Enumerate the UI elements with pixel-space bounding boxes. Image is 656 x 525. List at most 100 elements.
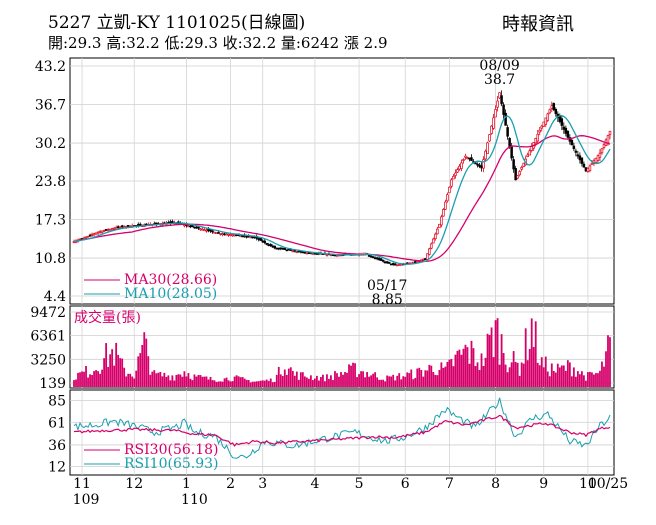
candle-body bbox=[470, 157, 473, 161]
volume-bar bbox=[552, 371, 555, 387]
candle-body bbox=[171, 221, 174, 224]
volume-bar bbox=[589, 371, 591, 387]
volume-bar bbox=[153, 370, 156, 387]
candle-body bbox=[273, 245, 276, 249]
candle-body bbox=[562, 126, 566, 130]
candle-body bbox=[574, 150, 578, 153]
candle-body bbox=[520, 167, 523, 170]
candle-body bbox=[285, 249, 289, 252]
volume-bar bbox=[221, 381, 224, 387]
volume-bar bbox=[440, 362, 443, 387]
rsi-panel-frame bbox=[69, 389, 615, 476]
candle-body bbox=[426, 253, 429, 260]
candle-body bbox=[588, 165, 592, 172]
volume-bar bbox=[398, 373, 401, 387]
volume-bar bbox=[181, 376, 184, 387]
volume-bar bbox=[109, 354, 112, 387]
rsi10-line bbox=[73, 397, 611, 459]
volume-bar bbox=[247, 379, 250, 387]
candle-body bbox=[466, 157, 469, 159]
candle-body bbox=[249, 236, 252, 239]
candle-body bbox=[114, 227, 118, 230]
volume-bar bbox=[494, 320, 497, 387]
volume-bar bbox=[492, 357, 495, 387]
candle-body bbox=[96, 231, 100, 234]
volume-bar bbox=[127, 373, 130, 387]
volume-bar bbox=[554, 372, 557, 387]
volume-bar bbox=[476, 362, 479, 387]
volume-bar bbox=[452, 366, 455, 387]
volume-bar bbox=[366, 372, 368, 387]
volume-bar bbox=[249, 382, 252, 387]
candle-body bbox=[229, 234, 232, 236]
volume-bar bbox=[171, 375, 174, 387]
volume-bar bbox=[514, 361, 517, 387]
volume-bar bbox=[358, 374, 360, 387]
volume-bar bbox=[320, 377, 322, 387]
candle-body bbox=[225, 233, 228, 236]
candle-body bbox=[269, 244, 272, 247]
volume-bar bbox=[334, 371, 336, 387]
candle-body bbox=[428, 248, 431, 255]
candle-body bbox=[215, 232, 218, 235]
candle-body bbox=[367, 255, 371, 257]
volume-bar bbox=[111, 349, 114, 387]
volume-bar bbox=[155, 373, 158, 387]
rsi-tick-label: 12 bbox=[48, 460, 66, 476]
volume-bar bbox=[330, 375, 332, 387]
candle-body bbox=[281, 247, 285, 250]
volume-bar bbox=[123, 367, 126, 387]
volume-bar bbox=[113, 365, 116, 387]
month-label: 10/25 bbox=[588, 476, 628, 492]
candle-body bbox=[566, 130, 570, 138]
volume-bar bbox=[362, 371, 364, 387]
volume-bar bbox=[187, 373, 190, 387]
volume-tick-label: 9472 bbox=[30, 305, 66, 321]
volume-bar bbox=[338, 376, 340, 387]
stock-name: 立凱-KY bbox=[96, 13, 160, 33]
candle-body bbox=[265, 242, 268, 245]
volume-bar bbox=[201, 376, 204, 387]
volume-bar bbox=[538, 365, 541, 387]
candle-body bbox=[138, 223, 142, 226]
volume-bar bbox=[163, 372, 166, 387]
candle-body bbox=[301, 251, 305, 254]
candle-body bbox=[514, 168, 517, 181]
low-date-label: 05/17 bbox=[367, 278, 407, 294]
volume-bar bbox=[532, 346, 535, 387]
volume-bar bbox=[536, 362, 539, 387]
volume-bar bbox=[267, 380, 270, 387]
candle-body bbox=[576, 154, 580, 157]
candle-body bbox=[267, 244, 270, 246]
volume-bar bbox=[217, 381, 220, 387]
candle-body bbox=[84, 236, 88, 239]
year-label: 109 bbox=[73, 492, 100, 508]
candle-body bbox=[478, 164, 481, 167]
volume-bar bbox=[394, 380, 397, 387]
volume-bar bbox=[95, 370, 97, 387]
volume-bar bbox=[516, 362, 519, 387]
volume-bar bbox=[344, 372, 346, 387]
candle-body bbox=[397, 264, 401, 266]
volume-bar bbox=[99, 373, 101, 387]
volume-bar bbox=[360, 371, 362, 387]
candle-body bbox=[305, 252, 309, 255]
candle-body bbox=[482, 159, 485, 169]
month-label: 4 bbox=[310, 476, 319, 492]
volume-bar bbox=[446, 361, 449, 387]
volume-bar bbox=[595, 373, 597, 387]
volume-bar bbox=[502, 353, 505, 387]
volume-bar bbox=[273, 381, 276, 387]
volume-bar bbox=[508, 367, 511, 387]
high-value-label: 38.7 bbox=[484, 72, 515, 88]
candle-body bbox=[211, 230, 214, 233]
volume-bar bbox=[428, 364, 431, 387]
candle-body bbox=[440, 216, 443, 226]
volume-bar bbox=[474, 366, 477, 387]
volume-bar bbox=[528, 348, 531, 387]
volume-bar bbox=[346, 372, 348, 387]
month-label: 8 bbox=[491, 476, 500, 492]
candle-body bbox=[369, 255, 373, 258]
candle-body bbox=[315, 253, 319, 255]
volume-bar bbox=[376, 377, 379, 387]
